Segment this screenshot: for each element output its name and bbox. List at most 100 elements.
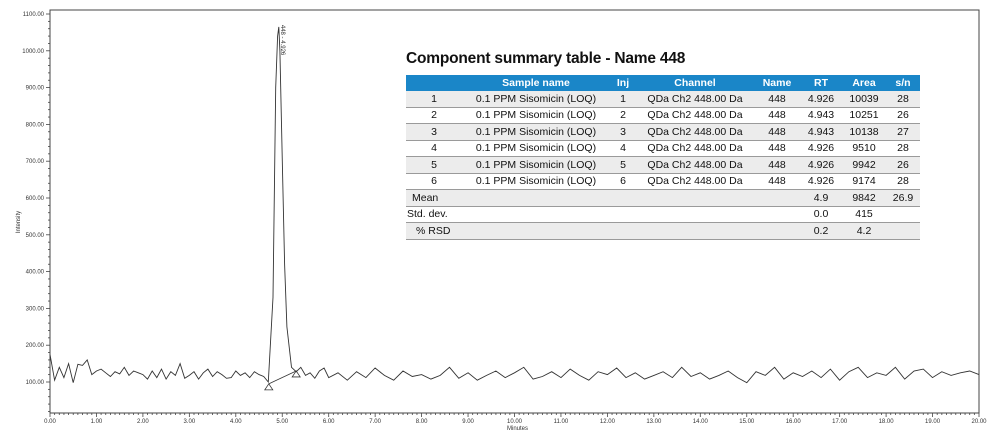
col-header-rt: RT <box>800 75 842 91</box>
cell-sn: 28 <box>886 140 920 157</box>
cell-sn: 28 <box>886 173 920 190</box>
x-tick-label: 11.00 <box>554 419 569 425</box>
x-tick-label: 0.00 <box>44 419 56 425</box>
cell-rt: 4.926 <box>800 91 842 108</box>
y-tick-label: 800.00 <box>26 122 45 128</box>
x-tick-label: 13.00 <box>646 419 662 425</box>
cell-name: 448 <box>754 173 800 190</box>
cell-inj: 2 <box>610 107 636 124</box>
stats-row-rsd: % RSD 0.2 4.2 <box>406 222 920 240</box>
cell-inj: 4 <box>610 140 636 157</box>
x-tick-label: 10.00 <box>507 419 523 425</box>
cell-sample-name: 0.1 PPM Sisomicin (LOQ) <box>462 107 610 124</box>
peak-annotation: 448 - 4.926 <box>264 25 301 391</box>
table-row: 1 0.1 PPM Sisomicin (LOQ) 1 QDa Ch2 448.00 … <box>406 91 920 108</box>
stat-rt: 0.2 <box>800 222 842 240</box>
cell-inj: 1 <box>610 91 636 108</box>
table-row: 2 0.1 PPM Sisomicin (LOQ) 2 QDa Ch2 448.00 … <box>406 107 920 124</box>
stat-sn: 26.9 <box>886 189 920 207</box>
cell-index: 1 <box>406 91 462 108</box>
cell-area: 9174 <box>842 173 886 190</box>
summary-table: Sample name Inj Channel Name RT Area s/n… <box>406 75 920 240</box>
stat-rt: 0.0 <box>800 206 842 223</box>
y-tick-label: 100.00 <box>26 380 45 386</box>
cell-inj: 6 <box>610 173 636 190</box>
cell-channel: QDa Ch2 448.00 Da <box>636 156 754 174</box>
x-tick-label: 5.00 <box>276 419 288 425</box>
col-header-inj: Inj <box>610 75 636 91</box>
y-axis-title: Intensity <box>16 211 22 233</box>
x-axis-title: Minutes <box>507 426 528 432</box>
cell-name: 448 <box>754 123 800 141</box>
cell-name: 448 <box>754 140 800 157</box>
cell-area: 10138 <box>842 123 886 141</box>
cell-area: 9942 <box>842 156 886 174</box>
cell-inj: 3 <box>610 123 636 141</box>
stat-area: 4.2 <box>842 222 886 240</box>
cell-sn: 28 <box>886 91 920 108</box>
x-tick-label: 17.00 <box>832 419 848 425</box>
cell-sample-name: 0.1 PPM Sisomicin (LOQ) <box>462 156 610 174</box>
stat-area: 415 <box>842 206 886 223</box>
cell-index: 5 <box>406 156 462 174</box>
stat-sn <box>886 206 920 223</box>
cell-sample-name: 0.1 PPM Sisomicin (LOQ) <box>462 140 610 157</box>
x-tick-label: 18.00 <box>879 419 895 425</box>
y-tick-label: 300.00 <box>26 306 45 312</box>
cell-channel: QDa Ch2 448.00 Da <box>636 91 754 108</box>
cell-name: 448 <box>754 107 800 124</box>
cell-name: 448 <box>754 91 800 108</box>
cell-rt: 4.926 <box>800 173 842 190</box>
col-header-name: Name <box>754 75 800 91</box>
y-tick-label: 200.00 <box>26 343 45 349</box>
cell-rt: 4.943 <box>800 123 842 141</box>
cell-rt: 4.943 <box>800 107 842 124</box>
x-tick-label: 12.00 <box>600 419 616 425</box>
x-tick-label: 20.00 <box>971 419 987 425</box>
cell-sn: 26 <box>886 107 920 124</box>
x-tick-label: 8.00 <box>416 419 428 425</box>
cell-channel: QDa Ch2 448.00 Da <box>636 140 754 157</box>
cell-area: 10039 <box>842 91 886 108</box>
x-tick-label: 14.00 <box>693 419 709 425</box>
cell-channel: QDa Ch2 448.00 Da <box>636 107 754 124</box>
component-summary-table: Component summary table - Name 448 Sampl… <box>406 50 920 240</box>
stat-sn <box>886 222 920 240</box>
x-tick-label: 6.00 <box>323 419 335 425</box>
cell-area: 10251 <box>842 107 886 124</box>
plot-frame <box>49 9 980 414</box>
stat-label: % RSD <box>406 222 462 240</box>
cell-index: 4 <box>406 140 462 157</box>
x-tick-label: 15.00 <box>739 419 755 425</box>
stats-row-mean: Mean 4.9 9842 26.9 <box>406 189 920 207</box>
cell-sn: 26 <box>886 156 920 174</box>
y-tick-label: 1100.00 <box>23 12 45 18</box>
cell-sample-name: 0.1 PPM Sisomicin (LOQ) <box>462 123 610 141</box>
x-axis: 0.00 1.00 2.00 3.00 4.00 5.00 6.00 7.00 8.00 9.00… <box>44 413 987 425</box>
table-row: 5 0.1 PPM Sisomicin (LOQ) 5 QDa Ch2 448.00 … <box>406 156 920 174</box>
cell-index: 6 <box>406 173 462 190</box>
cell-rt: 4.926 <box>800 140 842 157</box>
cell-sample-name: 0.1 PPM Sisomicin (LOQ) <box>462 91 610 108</box>
stat-label: Mean <box>406 189 462 207</box>
col-header-index <box>406 75 462 91</box>
x-tick-label: 1.00 <box>91 419 103 425</box>
peak-marker-icon <box>264 383 274 391</box>
cell-sn: 27 <box>886 123 920 141</box>
cell-index: 3 <box>406 123 462 141</box>
cell-area: 9510 <box>842 140 886 157</box>
x-tick-label: 16.00 <box>786 419 802 425</box>
x-tick-label: 19.00 <box>925 419 941 425</box>
cell-inj: 5 <box>610 156 636 174</box>
x-tick-label: 9.00 <box>462 419 474 425</box>
x-tick-label: 7.00 <box>369 419 381 425</box>
y-tick-label: 1000.00 <box>22 49 44 55</box>
stat-rt: 4.9 <box>800 189 842 207</box>
col-header-sample-name: Sample name <box>462 75 610 91</box>
table-row: 3 0.1 PPM Sisomicin (LOQ) 3 QDa Ch2 448.00 … <box>406 123 920 141</box>
y-axis: 100.00 200.00 300.00 400.00 500.00 600.00 700.… <box>22 12 50 412</box>
x-tick-label: 3.00 <box>184 419 196 425</box>
x-tick-label: 2.00 <box>137 419 149 425</box>
y-tick-label: 700.00 <box>26 159 45 165</box>
